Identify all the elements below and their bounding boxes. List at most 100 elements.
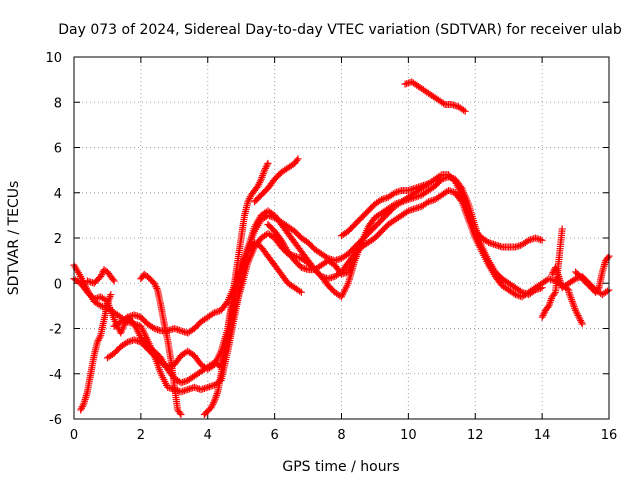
y-tick-label: 0: [54, 277, 62, 292]
series-trace-14: [565, 288, 586, 328]
data-point: [351, 254, 359, 262]
data-point: [122, 339, 130, 347]
series-trace-7: [83, 266, 118, 287]
data-point: [79, 401, 87, 409]
data-point: [603, 287, 611, 295]
data-point: [93, 338, 101, 346]
series-trace-4: [110, 171, 546, 337]
data-point: [510, 289, 518, 297]
y-tick-label: -6: [49, 413, 62, 428]
data-point: [261, 164, 269, 172]
data-point: [577, 317, 585, 325]
data-point: [573, 310, 581, 318]
tick-labels: 0 2 4 6 8 10 12 14 16 -6 -4 -2 0 2 4 6 8 10: [45, 51, 617, 443]
x-tick-label: 0: [70, 428, 78, 443]
series-trace-2: [70, 186, 573, 387]
data-point: [572, 308, 580, 316]
data-point: [550, 290, 558, 298]
data-point: [246, 194, 254, 202]
series-trace-5: [137, 270, 185, 418]
x-tick-label: 10: [400, 428, 417, 443]
data-point: [523, 237, 531, 245]
data-point: [256, 177, 264, 185]
series-trace-9: [251, 155, 302, 206]
series-trace-1: [70, 173, 546, 396]
chart-title: Day 073 of 2024, Sidereal Day-to-day VTE…: [58, 22, 622, 38]
data-point: [94, 336, 102, 344]
data-point: [245, 196, 253, 204]
data-point: [176, 409, 184, 417]
data-point: [297, 288, 305, 296]
data-point: [376, 197, 384, 205]
data-point: [263, 161, 271, 169]
data-point: [483, 237, 491, 245]
data-point: [293, 156, 301, 164]
data-point: [460, 106, 468, 114]
series-trace-16: [572, 252, 613, 296]
data-point: [576, 315, 584, 323]
y-tick-label: 6: [54, 142, 62, 157]
series-trace-10: [264, 220, 359, 278]
data-point: [95, 335, 103, 343]
data-point: [78, 403, 86, 411]
series-trace-12: [401, 78, 469, 115]
data-point: [208, 402, 216, 410]
data-point: [95, 301, 103, 309]
data-point: [256, 179, 264, 187]
x-axis-label: GPS time / hours: [282, 459, 399, 475]
data-point: [264, 159, 272, 167]
y-tick-label: -4: [49, 368, 62, 383]
x-tick-label: 12: [467, 428, 484, 443]
data-point: [152, 283, 160, 291]
data-point: [207, 404, 215, 412]
data-point: [539, 311, 547, 319]
data-point: [604, 254, 612, 262]
x-tick-label: 4: [204, 428, 212, 443]
data-point: [110, 277, 118, 285]
x-tick-label: 2: [137, 428, 145, 443]
y-tick-label: 10: [45, 51, 62, 66]
data-point: [558, 225, 566, 233]
x-tick-label: 6: [270, 428, 278, 443]
data-point: [151, 281, 159, 289]
data-point: [424, 180, 432, 188]
data-point: [177, 410, 185, 418]
data-point: [570, 276, 578, 284]
data-point: [78, 404, 86, 412]
data-point: [150, 279, 158, 287]
y-tick-label: -2: [49, 323, 62, 338]
series-trace-8: [200, 159, 272, 418]
series-trace-6: [77, 291, 115, 414]
data-point: [548, 270, 556, 278]
plot-frame: [73, 56, 610, 420]
data-point: [594, 285, 602, 293]
data-point: [538, 236, 546, 244]
series-trace-11: [338, 180, 432, 240]
data-point: [77, 406, 85, 414]
data-point: [107, 291, 115, 299]
x-tick-label: 16: [601, 428, 618, 443]
data-point: [578, 320, 586, 328]
y-tick-label: 2: [54, 232, 62, 247]
data-point: [403, 208, 411, 216]
data-point: [122, 314, 130, 322]
x-tick-label: 14: [534, 428, 551, 443]
data-point: [261, 166, 269, 174]
y-axis-label: SDTVAR / TECUs: [6, 181, 22, 296]
data-point: [423, 199, 431, 207]
y-tick-label: 4: [54, 187, 62, 202]
data-point: [149, 323, 157, 331]
data-point: [97, 272, 105, 280]
data-point: [98, 271, 106, 279]
data-points: [70, 78, 613, 418]
data-point: [244, 198, 252, 206]
data-point: [296, 287, 304, 295]
data-point: [209, 400, 217, 408]
data-point: [96, 333, 104, 341]
data-point: [574, 311, 582, 319]
data-point: [294, 155, 302, 163]
data-point: [461, 107, 469, 115]
data-point: [577, 318, 585, 326]
